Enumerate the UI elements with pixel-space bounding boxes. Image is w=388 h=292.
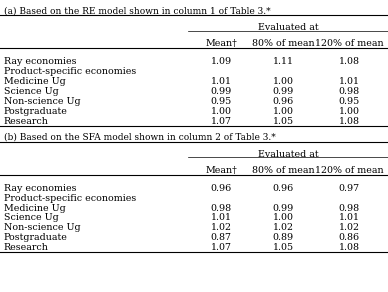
Text: Evaluated at: Evaluated at — [258, 150, 319, 159]
Text: Ray economies: Ray economies — [4, 57, 76, 66]
Text: 0.98: 0.98 — [339, 87, 360, 96]
Text: Research: Research — [4, 243, 49, 252]
Text: Product-specific economies: Product-specific economies — [4, 194, 136, 203]
Text: Ray economies: Ray economies — [4, 184, 76, 193]
Text: 1.01: 1.01 — [339, 213, 360, 223]
Text: 0.98: 0.98 — [339, 204, 360, 213]
Text: Mean†: Mean† — [205, 39, 237, 48]
Text: 1.08: 1.08 — [339, 117, 360, 126]
Text: Medicine Ug: Medicine Ug — [4, 77, 66, 86]
Text: 1.00: 1.00 — [211, 107, 232, 116]
Text: 1.08: 1.08 — [339, 57, 360, 66]
Text: 1.01: 1.01 — [211, 213, 232, 223]
Text: 1.01: 1.01 — [211, 77, 232, 86]
Text: 120% of mean: 120% of mean — [315, 166, 383, 175]
Text: 1.01: 1.01 — [339, 77, 360, 86]
Text: 0.96: 0.96 — [211, 184, 232, 193]
Text: 1.02: 1.02 — [339, 223, 360, 232]
Text: 1.02: 1.02 — [273, 223, 294, 232]
Text: 0.86: 0.86 — [339, 233, 360, 242]
Text: 1.07: 1.07 — [211, 243, 232, 252]
Text: (b) Based on the SFA model shown in column 2 of Table 3.*: (b) Based on the SFA model shown in colu… — [4, 133, 275, 142]
Text: 120% of mean: 120% of mean — [315, 39, 383, 48]
Text: 1.05: 1.05 — [273, 117, 294, 126]
Text: Non-science Ug: Non-science Ug — [4, 223, 80, 232]
Text: 1.00: 1.00 — [339, 107, 360, 116]
Text: (a) Based on the RE model shown in column 1 of Table 3.*: (a) Based on the RE model shown in colum… — [4, 6, 270, 15]
Text: 0.87: 0.87 — [211, 233, 232, 242]
Text: 0.99: 0.99 — [273, 204, 294, 213]
Text: 0.99: 0.99 — [211, 87, 232, 96]
Text: Postgraduate: Postgraduate — [4, 107, 68, 116]
Text: Product-specific economies: Product-specific economies — [4, 67, 136, 76]
Text: 0.97: 0.97 — [339, 184, 360, 193]
Text: Science Ug: Science Ug — [4, 213, 59, 223]
Text: Science Ug: Science Ug — [4, 87, 59, 96]
Text: Postgraduate: Postgraduate — [4, 233, 68, 242]
Text: 1.02: 1.02 — [211, 223, 232, 232]
Text: 1.00: 1.00 — [273, 213, 294, 223]
Text: Research: Research — [4, 117, 49, 126]
Text: 1.08: 1.08 — [339, 243, 360, 252]
Text: 0.98: 0.98 — [211, 204, 232, 213]
Text: Evaluated at: Evaluated at — [258, 23, 319, 32]
Text: Mean†: Mean† — [205, 166, 237, 175]
Text: 1.07: 1.07 — [211, 117, 232, 126]
Text: 1.11: 1.11 — [273, 57, 294, 66]
Text: 80% of mean: 80% of mean — [252, 39, 315, 48]
Text: 0.96: 0.96 — [273, 97, 294, 106]
Text: 1.09: 1.09 — [211, 57, 232, 66]
Text: 1.00: 1.00 — [273, 77, 294, 86]
Text: 0.95: 0.95 — [211, 97, 232, 106]
Text: 0.96: 0.96 — [273, 184, 294, 193]
Text: 1.00: 1.00 — [273, 107, 294, 116]
Text: 0.99: 0.99 — [273, 87, 294, 96]
Text: 0.95: 0.95 — [339, 97, 360, 106]
Text: 0.89: 0.89 — [273, 233, 294, 242]
Text: 80% of mean: 80% of mean — [252, 166, 315, 175]
Text: Non-science Ug: Non-science Ug — [4, 97, 80, 106]
Text: 1.05: 1.05 — [273, 243, 294, 252]
Text: Medicine Ug: Medicine Ug — [4, 204, 66, 213]
